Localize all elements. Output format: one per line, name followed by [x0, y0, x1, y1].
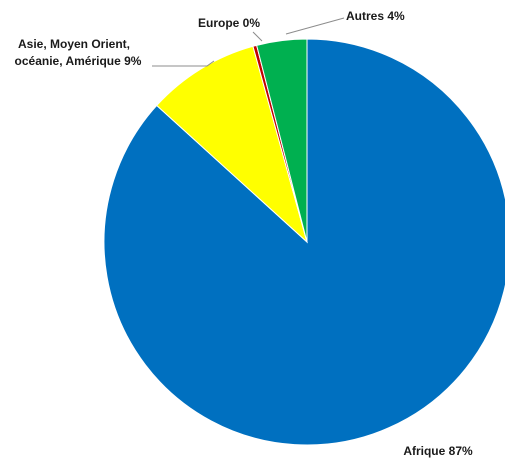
- leader-line-europe: [252, 31, 263, 42]
- data-label-autres: Autres 4%: [346, 9, 405, 23]
- data-label-asie-line1: Asie, Moyen Orient,: [18, 37, 130, 51]
- leader-line-asie: [152, 60, 215, 67]
- pie-slice-autres: [256, 38, 308, 243]
- pie-slice-asie: [156, 45, 308, 244]
- data-label-europe: Europe 0%: [198, 16, 260, 30]
- data-label-asie-line2: océanie, Amérique 9%: [15, 54, 142, 68]
- pie-slices: [103, 38, 505, 446]
- data-label-afrique: Afrique 87%: [403, 444, 473, 458]
- leader-line-autres: [285, 17, 345, 35]
- pie-slice-afrique: [103, 38, 505, 446]
